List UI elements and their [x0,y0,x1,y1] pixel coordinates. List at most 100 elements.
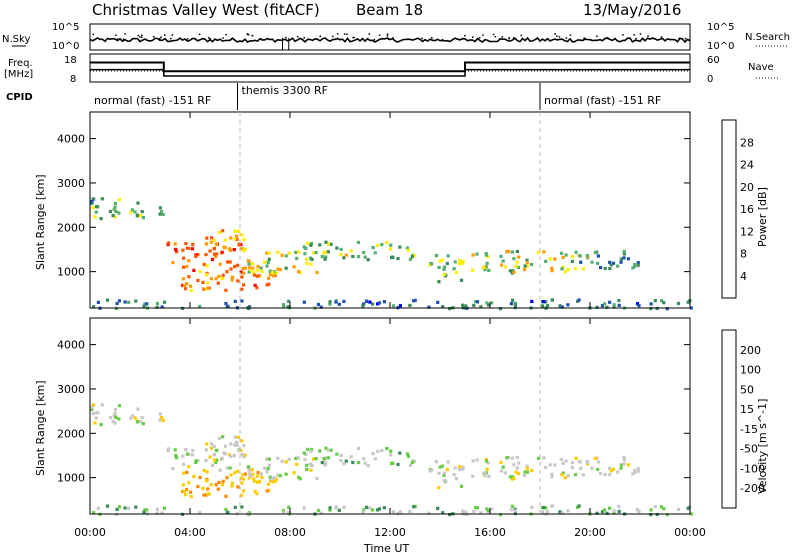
power-cell [111,213,115,218]
power-cell [221,229,225,233]
power-cell [236,229,240,233]
velocity-cell [239,476,243,480]
velocity-cell [189,495,193,499]
power-cell [216,281,220,285]
x-tick-label: 04:00 [174,526,206,539]
velocity-cell [362,508,366,512]
velocity-cell [309,468,313,472]
nsearch-point [303,37,305,39]
power-cell [363,255,367,259]
y-tick-label: 1000 [57,266,85,279]
velocity-cell [649,508,653,512]
power-cell [382,300,386,304]
power-cell [233,265,237,269]
power-cell [214,277,218,281]
power-cell [442,272,446,276]
power-cell [579,260,583,264]
power-cell [566,303,570,307]
power-cell [114,209,118,213]
velocity-cell [129,416,133,420]
nsearch-point [122,38,125,40]
power-cell [96,300,100,304]
velocity-cell [479,511,483,515]
power-cell [306,241,310,245]
power-cell [184,242,188,246]
power-cell [665,307,669,311]
power-cell [636,263,640,267]
velocity-cell [609,469,613,473]
power-cell [437,265,441,269]
nave-label: Nave [748,62,774,73]
velocity-cell [522,473,527,478]
power-cell [191,242,195,247]
velocity-cell [558,510,562,514]
nsearch-point [589,38,592,41]
power-cell [181,283,185,287]
velocity-colorbar-label-text: Velocity [m s^-1] [756,399,769,494]
power-cell [294,250,298,254]
nave-tick-bottom: 0 [707,74,713,85]
velocity-cell [117,417,121,421]
velocity-cell [237,449,241,453]
velocity-cell [216,487,220,491]
power-cell [446,254,450,258]
nsearch-tick-bottom: 10^0 [707,41,734,52]
velocity-cell [281,509,286,513]
power-cell [366,258,370,262]
power-cell [127,300,131,304]
power-cell [324,240,328,244]
power-cell [206,281,210,285]
nsearch-point [441,38,444,41]
velocity-cell [351,460,355,465]
power-colorbar-tick: 20 [740,181,754,194]
nsearch-point [346,33,348,35]
power-cell [210,257,215,262]
velocity-cell [361,510,365,514]
nsearch-point [251,34,254,37]
velocity-cell [242,455,246,459]
power-cell [339,247,343,251]
velocity-cell [113,408,117,412]
velocity-cell [408,463,412,467]
power-cell [484,253,489,257]
velocity-cell [596,467,600,471]
power-cell [412,254,417,258]
velocity-cell [143,508,147,512]
velocity-cell [161,418,165,423]
velocity-cell [457,467,462,472]
power-cell [271,271,275,275]
nsearch-point [387,38,390,40]
velocity-cell [201,486,205,490]
velocity-cell [182,462,186,466]
power-cell [479,305,483,309]
velocity-cell [204,493,208,497]
velocity-cell [295,462,299,466]
power-cell [263,260,267,264]
velocity-cell [240,493,244,497]
velocity-cell [117,505,121,509]
velocity-cell [229,473,233,477]
velocity-cell [310,447,314,452]
power-cell [117,211,121,215]
power-cell [123,300,127,304]
power-cell [546,304,550,308]
power-cell [208,249,212,253]
power-cell [600,304,605,308]
velocity-cell [550,475,554,479]
power-cell [540,304,545,308]
nsearch-point [478,37,481,39]
power-cell [574,250,578,254]
power-cell [265,283,269,287]
power-cell [130,208,135,212]
power-cell [92,197,96,201]
velocity-cell [371,452,375,456]
velocity-cell [486,509,491,513]
power-cell [559,251,564,255]
power-cell [362,302,366,306]
power-cell [608,260,612,264]
velocity-cell [302,506,306,510]
power-cell [362,251,366,255]
velocity-cell [158,418,162,422]
y-tick-label: 1000 [57,472,85,485]
power-cell [550,269,554,273]
